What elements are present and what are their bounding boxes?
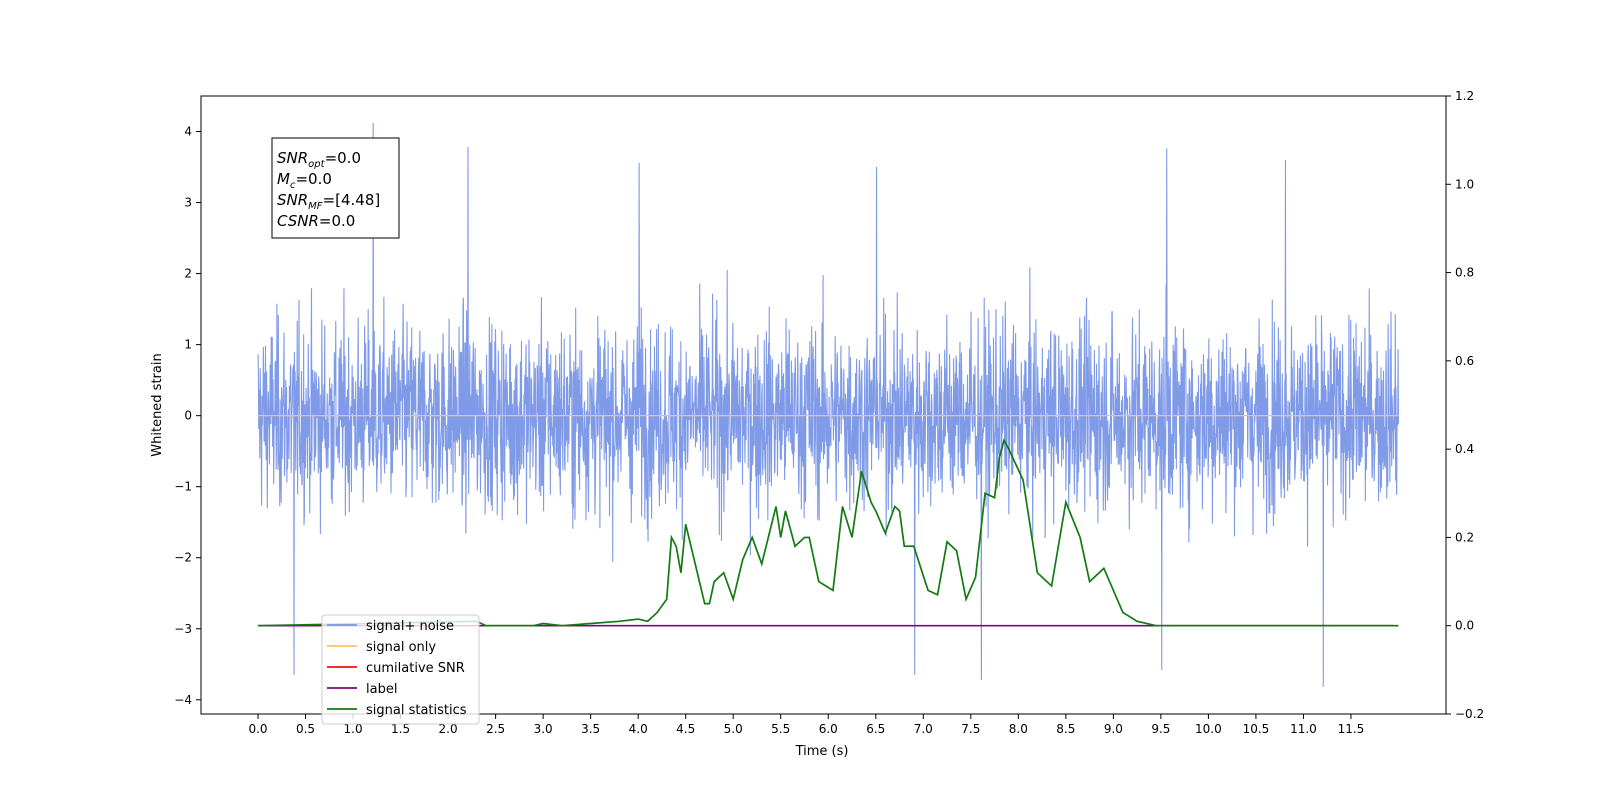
x-axis-label: Time (s) — [795, 744, 849, 759]
legend: signal+ noise signal only cumilative SNR la… — [321, 614, 480, 725]
legend-label: signal only — [366, 640, 436, 655]
x-tick-label: 11.0 — [1290, 722, 1317, 736]
annotation-value: =0.0 — [319, 212, 355, 230]
x-tick-label: 6.0 — [819, 722, 838, 736]
x-tick-label: 7.0 — [914, 722, 933, 736]
annotation-line: CSNR=0.0 — [277, 212, 355, 230]
x-tick-label: 1.5 — [391, 722, 410, 736]
annotation-subscript: c — [290, 180, 296, 191]
x-tick-label: 3.5 — [581, 722, 600, 736]
series-signal-statistics — [258, 438, 1399, 627]
x-tick-label: 3.0 — [534, 722, 553, 736]
annotation-line: SNRopt=0.0 — [277, 149, 361, 170]
annotation-subscript: MF — [308, 201, 323, 212]
y-axis-label: Whitened strain — [150, 353, 165, 456]
y-tick-label: −1 — [174, 480, 192, 494]
y2-tick-label: 0.0 — [1455, 619, 1474, 633]
x-tick-label: 9.0 — [1104, 722, 1123, 736]
x-tick-label: 8.0 — [1009, 722, 1028, 736]
y-tick-label: 4 — [184, 125, 192, 139]
x-tick-label: 8.5 — [1056, 722, 1075, 736]
annotation-symbol: SNR — [277, 191, 308, 209]
annotation-symbol: SNR — [277, 149, 308, 167]
x-tick-label: 11.5 — [1338, 722, 1365, 736]
y-tick-label: −2 — [174, 551, 192, 565]
annotation-value: =0.0 — [325, 149, 361, 167]
y2-tick-label: −0.2 — [1455, 707, 1484, 721]
right-y-axis: −0.2 0.0 0.2 0.4 0.6 0.8 1.0 1.2 — [1446, 89, 1484, 721]
annotation-frame — [271, 137, 400, 239]
plot-frame — [200, 95, 1447, 715]
y-tick-label: −3 — [174, 622, 192, 636]
legend-label: cumilative SNR — [366, 661, 465, 676]
annotation-value: =0.0 — [295, 170, 331, 188]
x-tick-label: 7.5 — [961, 722, 980, 736]
x-tick-label: 0.0 — [248, 722, 267, 736]
x-tick-label: 5.5 — [771, 722, 790, 736]
y-tick-label: 3 — [184, 196, 192, 210]
annotation-line: SNRMF=[4.48] — [277, 191, 380, 212]
series-signal-plus-noise — [257, 122, 1400, 688]
annotation-subscript: opt — [308, 159, 325, 170]
annotation-symbol: CSNR — [277, 212, 319, 230]
x-tick-label: 10.0 — [1195, 722, 1222, 736]
x-tick-label: 9.5 — [1151, 722, 1170, 736]
y2-tick-label: 1.2 — [1455, 89, 1474, 103]
annotation-symbol: M — [277, 170, 290, 188]
annotation-line: Mc=0.0 — [277, 170, 332, 191]
x-tick-label: 2.5 — [486, 722, 505, 736]
legend-label: label — [366, 682, 397, 697]
x-tick-label: 6.5 — [866, 722, 885, 736]
y2-tick-label: 0.4 — [1455, 442, 1474, 456]
legend-label: signal+ noise — [366, 619, 454, 634]
x-axis: 0.0 0.5 1.0 1.5 2.0 2.5 3.0 3.5 4.0 4.5 5.0 5.5 6.0 6… — [248, 714, 1364, 736]
x-tick-label: 2.0 — [439, 722, 458, 736]
y-tick-label: 1 — [184, 338, 192, 352]
annotation-value: =[4.48] — [323, 191, 381, 209]
x-tick-label: 4.5 — [676, 722, 695, 736]
legend-frame — [321, 614, 480, 725]
y-tick-label: −4 — [174, 693, 192, 707]
y2-tick-label: 1.0 — [1455, 177, 1474, 191]
y-tick-label: 0 — [184, 409, 192, 423]
legend-label: signal statistics — [366, 703, 467, 718]
x-tick-label: 10.5 — [1243, 722, 1270, 736]
x-tick-label: 1.0 — [344, 722, 363, 736]
x-tick-label: 5.0 — [724, 722, 743, 736]
y-tick-label: 2 — [184, 267, 192, 281]
y2-tick-label: 0.6 — [1455, 354, 1474, 368]
x-tick-label: 4.0 — [629, 722, 648, 736]
y2-tick-label: 0.8 — [1455, 266, 1474, 280]
noise-series-layer — [257, 122, 1400, 688]
left-y-axis: −4 −3 −2 −1 0 1 2 3 4 — [174, 125, 201, 707]
y2-tick-label: 0.2 — [1455, 530, 1474, 544]
x-tick-label: 0.5 — [296, 722, 315, 736]
